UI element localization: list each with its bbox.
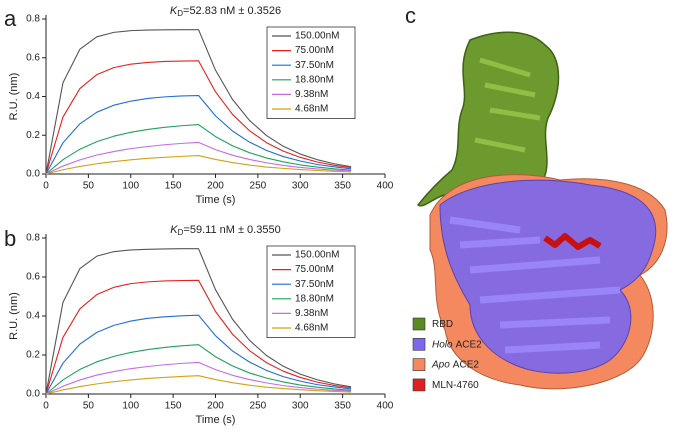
legend-box bbox=[266, 26, 356, 119]
legend-swatch bbox=[412, 378, 426, 392]
x-tick-label: 150 bbox=[165, 401, 182, 412]
x-tick-label: 300 bbox=[292, 401, 309, 412]
x-tick-label: 50 bbox=[83, 181, 95, 192]
series-line bbox=[45, 314, 352, 395]
x-tick-label: 400 bbox=[377, 401, 394, 412]
series-line bbox=[45, 361, 352, 395]
x-tick-label: 0 bbox=[43, 401, 49, 412]
series-line bbox=[45, 375, 352, 395]
title-symbol: K bbox=[170, 224, 178, 236]
x-tick-label: 300 bbox=[292, 181, 309, 192]
panel-label: c bbox=[405, 3, 416, 28]
legend-text: ACE2 bbox=[453, 359, 480, 370]
series-line bbox=[45, 279, 352, 395]
y-tick-label: 0.8 bbox=[26, 14, 40, 25]
legend-label: 37.50nM bbox=[295, 60, 334, 71]
x-tick-label: 350 bbox=[334, 181, 351, 192]
y-tick-label: 0.0 bbox=[26, 169, 40, 180]
legend-label: Holo ACE2 bbox=[432, 339, 482, 350]
legend-text: MLN-4760 bbox=[432, 380, 479, 391]
legend-label: 18.80nM bbox=[295, 293, 334, 304]
x-tick-label: 0 bbox=[43, 181, 49, 192]
legend-swatch bbox=[412, 317, 426, 331]
x-tick-label: 200 bbox=[207, 401, 224, 412]
chart-title: KD=52.83 nM ± 0.3526 bbox=[170, 5, 281, 18]
legend-text: RBD bbox=[432, 319, 453, 330]
panel-label: a bbox=[4, 6, 17, 31]
series-line bbox=[45, 124, 352, 175]
y-tick-label: 0.2 bbox=[26, 350, 40, 361]
panel-label: b bbox=[4, 226, 16, 251]
x-tick-label: 100 bbox=[122, 181, 139, 192]
legend-box bbox=[266, 245, 356, 338]
y-tick-label: 0.4 bbox=[26, 311, 40, 322]
legend-label: 37.50nM bbox=[295, 279, 334, 290]
legend-swatch bbox=[412, 337, 426, 351]
x-axis-label: Time (s) bbox=[196, 414, 236, 426]
chart-title: KD=59.11 nM ± 0.3550 bbox=[170, 224, 280, 237]
series-line bbox=[45, 94, 352, 175]
series-line bbox=[45, 155, 352, 175]
legend-label: 4.68nM bbox=[295, 104, 328, 115]
legend-label: RBD bbox=[432, 319, 453, 330]
series-line bbox=[45, 141, 352, 175]
legend-label: Apo ACE2 bbox=[431, 359, 479, 370]
y-axis-label: R.U. (nm) bbox=[8, 73, 20, 121]
legend-label: 9.38nM bbox=[295, 308, 328, 319]
legend-label: MLN-4760 bbox=[432, 380, 479, 391]
y-tick-label: 0.6 bbox=[26, 272, 40, 283]
y-axis-label: R.U. (nm) bbox=[8, 292, 20, 340]
title-text: =59.11 nM ± 0.3550 bbox=[183, 224, 280, 236]
series-line bbox=[45, 248, 352, 395]
title-symbol: K bbox=[170, 5, 178, 17]
x-tick-label: 100 bbox=[122, 401, 139, 412]
y-tick-label: 0.2 bbox=[26, 130, 40, 141]
x-axis-label: Time (s) bbox=[196, 194, 236, 206]
title-subscript: D bbox=[177, 9, 183, 18]
legend-text: ACE2 bbox=[456, 339, 483, 350]
y-tick-label: 0.0 bbox=[26, 389, 40, 400]
x-tick-label: 400 bbox=[377, 181, 394, 192]
x-tick-label: 350 bbox=[334, 401, 351, 412]
legend-italic: Apo bbox=[431, 359, 450, 370]
legend-label: 75.00nM bbox=[295, 264, 334, 275]
legend-label: 150.00nM bbox=[295, 31, 339, 42]
title-subscript: D bbox=[178, 228, 184, 237]
series-line bbox=[45, 344, 352, 395]
title-text: =52.83 nM ± 0.3526 bbox=[183, 5, 281, 17]
legend-label: 150.00nM bbox=[295, 250, 339, 261]
legend-label: 4.68nM bbox=[295, 323, 328, 334]
x-tick-label: 250 bbox=[250, 401, 267, 412]
series-line bbox=[45, 29, 352, 175]
legend-swatch bbox=[412, 358, 426, 371]
protein-structure bbox=[417, 31, 668, 390]
series-line bbox=[45, 60, 352, 175]
y-tick-label: 0.8 bbox=[26, 233, 40, 244]
legend-italic: Holo bbox=[432, 339, 453, 350]
y-tick-label: 0.6 bbox=[26, 52, 40, 63]
legend-label: 9.38nM bbox=[295, 89, 328, 100]
legend-label: 75.00nM bbox=[295, 45, 334, 56]
x-tick-label: 200 bbox=[207, 181, 224, 192]
y-tick-label: 0.4 bbox=[26, 91, 40, 102]
legend-label: 18.80nM bbox=[295, 74, 334, 85]
x-tick-label: 150 bbox=[165, 181, 182, 192]
x-tick-label: 250 bbox=[250, 181, 267, 192]
x-tick-label: 50 bbox=[83, 401, 95, 412]
